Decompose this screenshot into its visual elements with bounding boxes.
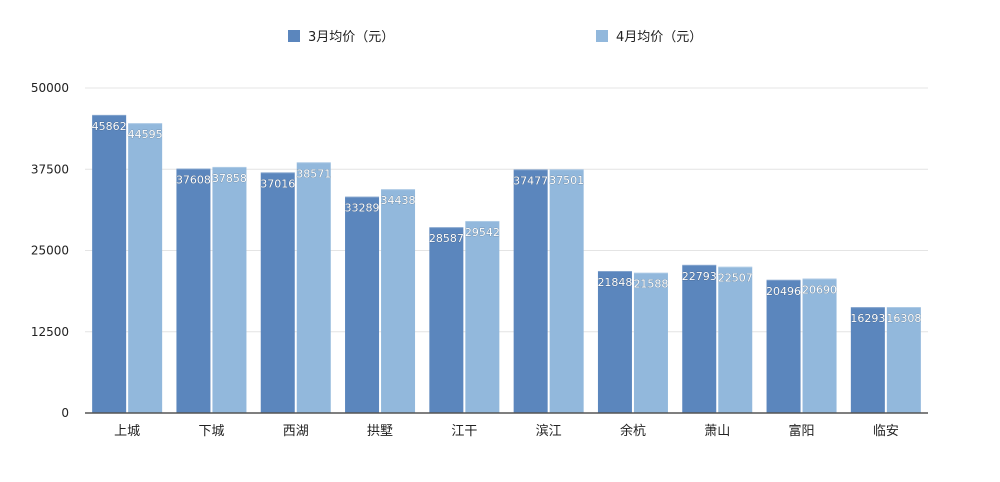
- bar-march-8: [766, 279, 801, 413]
- data-label: 37858: [212, 172, 247, 185]
- data-label: 22507: [718, 272, 753, 285]
- data-label: 20496: [766, 285, 801, 298]
- category-label: 滨江: [536, 423, 562, 439]
- legend-label: 4月均价（元）: [616, 30, 702, 45]
- bar-april-6: [633, 272, 668, 413]
- data-label: 21588: [633, 278, 668, 291]
- bar-april-1: [212, 166, 247, 413]
- data-label: 20690: [802, 284, 837, 297]
- data-label: 45862: [92, 120, 127, 133]
- legend-swatch: [596, 30, 608, 42]
- bar-march-9: [850, 307, 885, 413]
- data-label: 33289: [345, 202, 380, 215]
- data-label: 21848: [597, 276, 632, 289]
- bar-march-4: [429, 227, 464, 413]
- data-label: 37608: [176, 174, 211, 187]
- bar-march-7: [682, 264, 717, 413]
- bar-april-0: [128, 123, 163, 413]
- category-label: 余杭: [620, 423, 646, 439]
- bar-march-5: [513, 169, 548, 413]
- category-label: 江干: [451, 424, 477, 439]
- category-label: 拱墅: [367, 424, 393, 439]
- bar-april-9: [886, 306, 921, 413]
- category-label: 上城: [114, 424, 140, 439]
- y-tick-label: 25000: [31, 244, 69, 258]
- y-tick-label: 37500: [31, 162, 69, 176]
- bar-april-5: [549, 169, 584, 413]
- bar-march-3: [345, 196, 380, 413]
- data-label: 37501: [549, 174, 584, 187]
- bar-april-2: [296, 162, 331, 413]
- axes: 0 12500 25000 37500 50000 上城 下城 西湖 拱墅 江干 滨江 余杭 萧山 富阳 临…: [31, 81, 928, 439]
- bar-march-1: [176, 168, 211, 413]
- category-label: 萧山: [704, 424, 730, 439]
- data-label: 37477: [513, 174, 548, 187]
- bar-april-8: [802, 278, 837, 413]
- data-label: 22793: [682, 270, 717, 283]
- data-label: 28587: [429, 232, 464, 245]
- legend: 3月均价（元） 4月均价（元）: [288, 30, 702, 45]
- data-label: 29542: [465, 226, 500, 239]
- category-label: 富阳: [789, 423, 815, 439]
- data-label: 16308: [886, 312, 921, 325]
- data-label: 38571: [296, 167, 331, 180]
- legend-label: 3月均价（元）: [308, 30, 394, 45]
- category-label: 临安: [873, 424, 899, 439]
- bar-march-6: [597, 270, 632, 413]
- data-label: 34438: [381, 194, 416, 207]
- bar-march-0: [92, 114, 127, 413]
- y-tick-label: 12500: [31, 325, 69, 339]
- bar-march-2: [260, 172, 295, 413]
- legend-swatch: [288, 30, 300, 42]
- category-label: 西湖: [283, 424, 309, 439]
- bar-april-3: [381, 189, 416, 413]
- data-label: 44595: [128, 128, 163, 141]
- category-label: 下城: [198, 424, 224, 439]
- bar-april-7: [718, 266, 753, 413]
- data-label: 16293: [850, 312, 885, 325]
- data-label: 37016: [260, 177, 295, 190]
- y-tick-label: 50000: [31, 81, 69, 95]
- bar-april-4: [465, 220, 500, 413]
- y-tick-label: 0: [61, 406, 69, 420]
